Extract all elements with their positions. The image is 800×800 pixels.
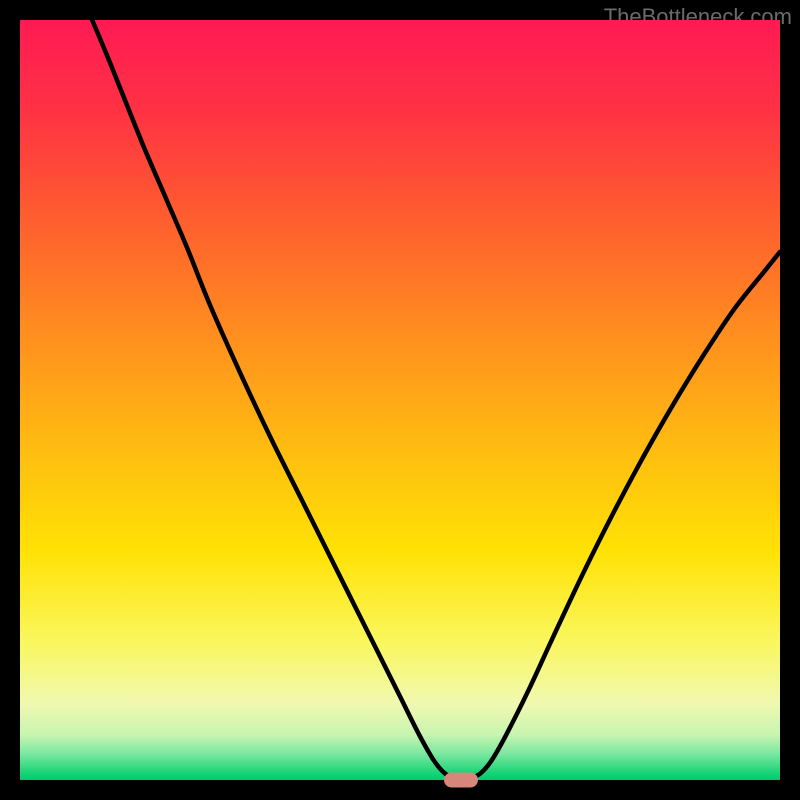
- optimum-marker: [444, 773, 478, 788]
- bottleneck-curve: [92, 20, 780, 779]
- plot-area: [20, 20, 780, 780]
- curve-layer: [20, 20, 780, 780]
- chart-root: TheBottleneck.com: [0, 0, 800, 800]
